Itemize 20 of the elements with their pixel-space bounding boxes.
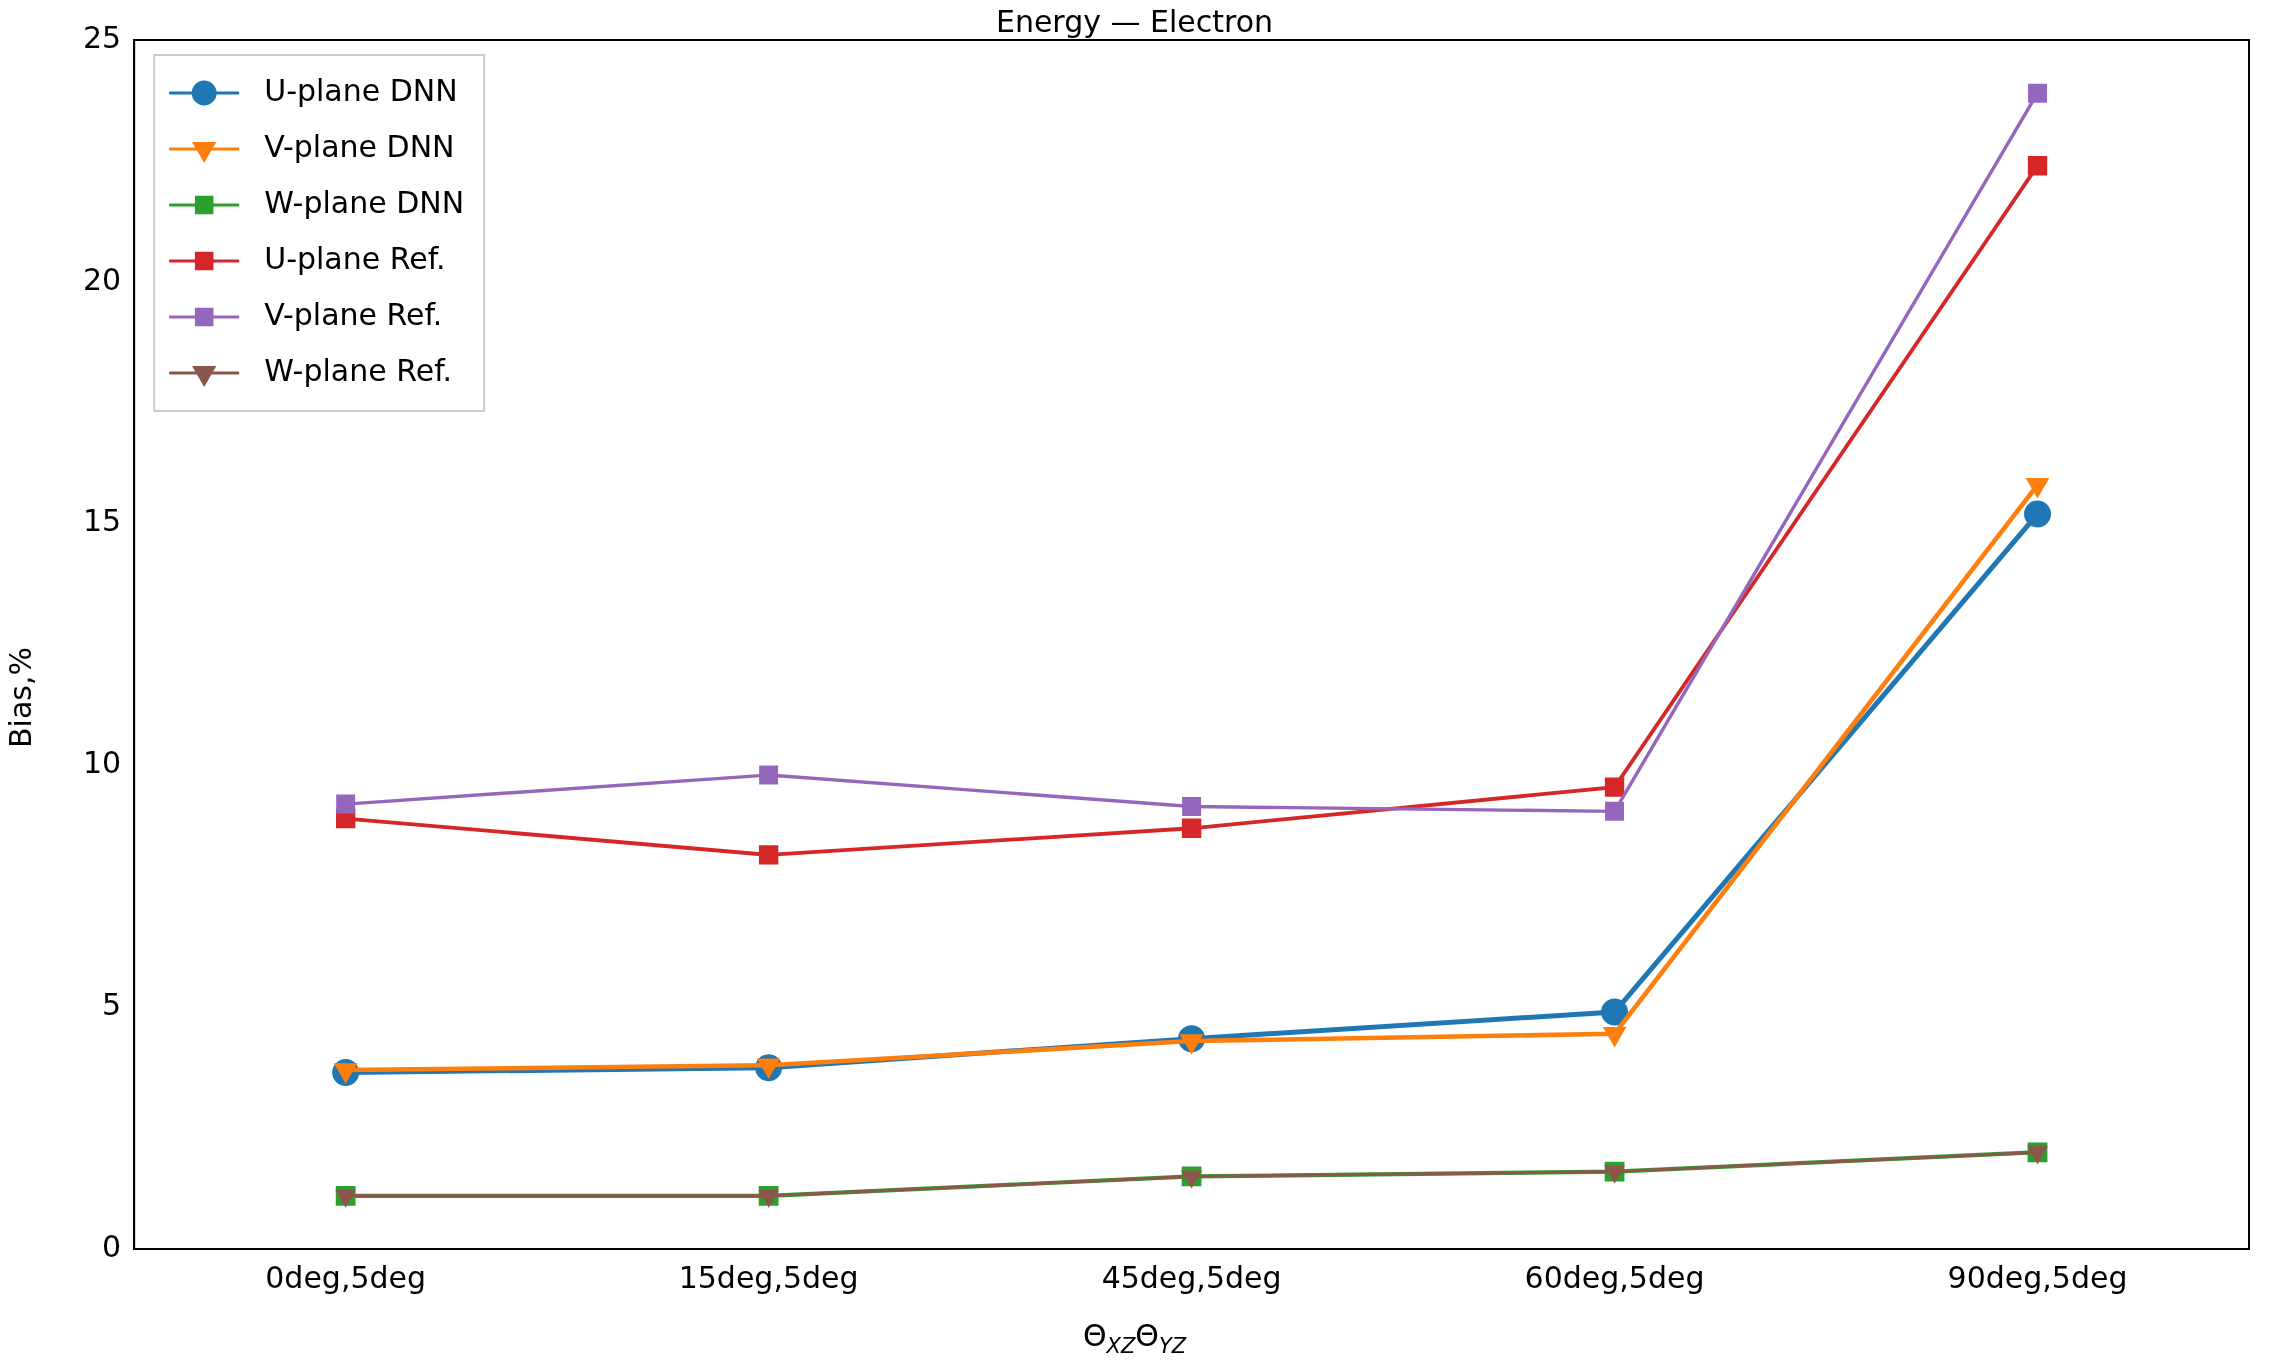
legend-label: W-plane DNN: [264, 184, 465, 220]
legend-label: V-plane Ref.: [264, 296, 443, 332]
x-tick-label: 45deg,5deg: [1101, 1259, 1282, 1295]
legend-label: U-plane DNN: [264, 72, 458, 108]
x-tick-label: 15deg,5deg: [678, 1259, 859, 1295]
y-tick-label: 25: [82, 19, 122, 55]
x-axis-title: Θ$_{XZ}$Θ$_{YZ}$: [1081, 1318, 1188, 1358]
legend-label: W-plane Ref.: [264, 352, 453, 388]
x-tick-label: 90deg,5deg: [1947, 1259, 2128, 1295]
y-tick-label: 20: [82, 261, 122, 297]
x-tick-label: 60deg,5deg: [1524, 1259, 1705, 1295]
y-tick-label: 15: [82, 503, 122, 539]
y-tick-label: 0: [102, 1228, 122, 1264]
y-axis-title: Bias,%: [2, 646, 38, 750]
y-tick-label: 5: [102, 987, 122, 1022]
legend-label: U-plane Ref.: [264, 240, 446, 276]
chart-title: Energy — Electron: [995, 4, 1274, 39]
y-tick-label: 10: [82, 745, 122, 781]
x-tick-label: 0deg,5deg: [265, 1259, 427, 1295]
legend-label: V-plane DNN: [264, 128, 455, 164]
